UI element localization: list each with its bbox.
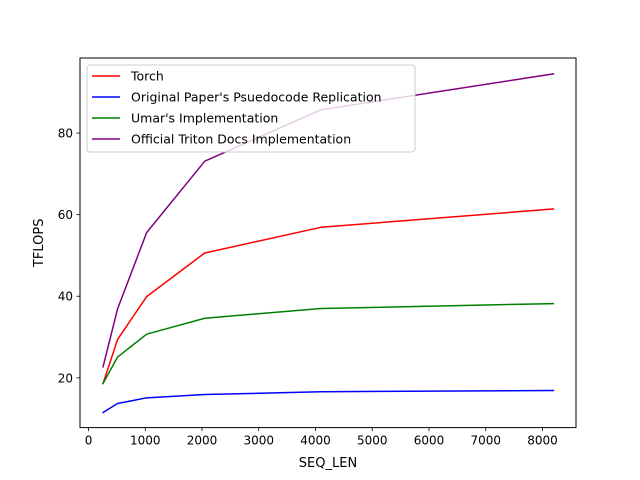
- series-line-1: [102, 208, 555, 385]
- x-tick-label: 1000: [130, 434, 161, 448]
- legend-items: Torch Original Paper's Psuedocode Replica…: [92, 69, 382, 147]
- y-tick-label: 60: [58, 208, 73, 222]
- legend: Torch Original Paper's Psuedocode Replica…: [86, 64, 416, 153]
- x-tick-label: 2000: [187, 434, 218, 448]
- legend-box: [86, 64, 416, 153]
- legend-label-1: Torch: [130, 69, 164, 84]
- legend-label-3: Umar's Implementation: [131, 111, 278, 126]
- y-tick-label: 40: [58, 290, 73, 304]
- plot-frame: [79, 57, 577, 429]
- x-axis-ticks: 0 1000 2000 3000 4000 5000 6000 7000 8000: [85, 427, 558, 448]
- x-tick-label: 0: [85, 434, 93, 448]
- x-tick-label: 8000: [527, 434, 558, 448]
- x-tick-label: 5000: [357, 434, 388, 448]
- series-line-3: [102, 302, 555, 385]
- series-line-2: [102, 389, 555, 414]
- legend-label-2: Original Paper's Psuedocode Replication: [131, 90, 382, 105]
- x-tick-label: 6000: [414, 434, 445, 448]
- x-axis-label: SEQ_LEN: [299, 456, 357, 471]
- x-tick-label: 7000: [470, 434, 501, 448]
- y-axis-ticks: 20 40 60 80: [58, 127, 80, 385]
- legend-label-4: Official Triton Docs Implementation: [131, 132, 351, 147]
- x-tick-label: 3000: [243, 434, 274, 448]
- y-axis-label: TFLOPS: [32, 219, 47, 269]
- y-tick-label: 20: [58, 371, 73, 385]
- y-tick-label: 80: [58, 127, 73, 141]
- x-tick-label: 4000: [300, 434, 331, 448]
